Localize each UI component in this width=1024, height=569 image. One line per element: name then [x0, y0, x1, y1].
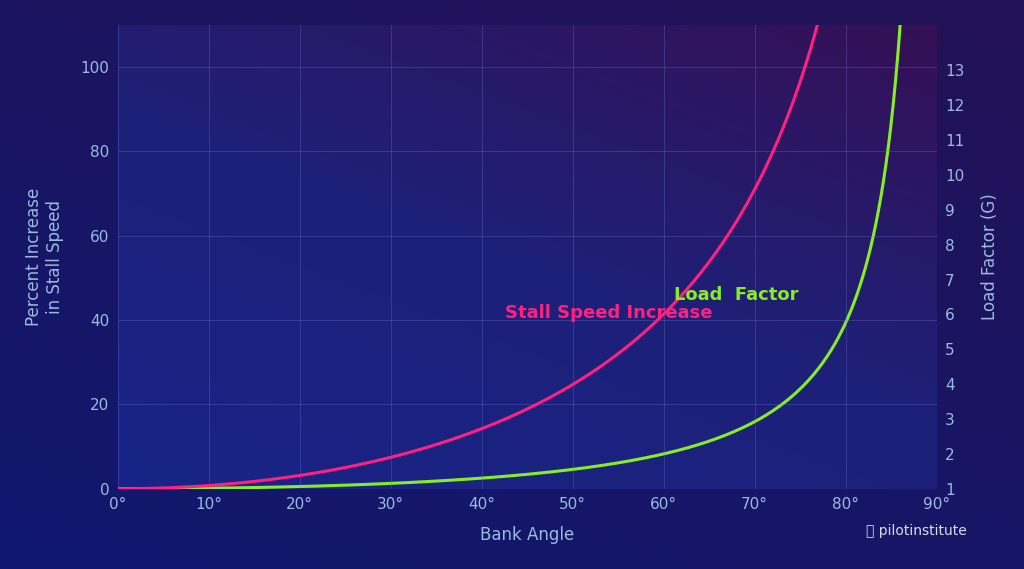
Y-axis label: Load Factor (G): Load Factor (G) [981, 193, 999, 320]
Text: ⛵ pilotinstitute: ⛵ pilotinstitute [866, 523, 967, 538]
Text: Load  Factor: Load Factor [674, 287, 799, 304]
Y-axis label: Percent Increase
in Stall Speed: Percent Increase in Stall Speed [25, 188, 63, 326]
Text: Stall Speed Increase: Stall Speed Increase [505, 304, 713, 322]
X-axis label: Bank Angle: Bank Angle [480, 526, 574, 544]
